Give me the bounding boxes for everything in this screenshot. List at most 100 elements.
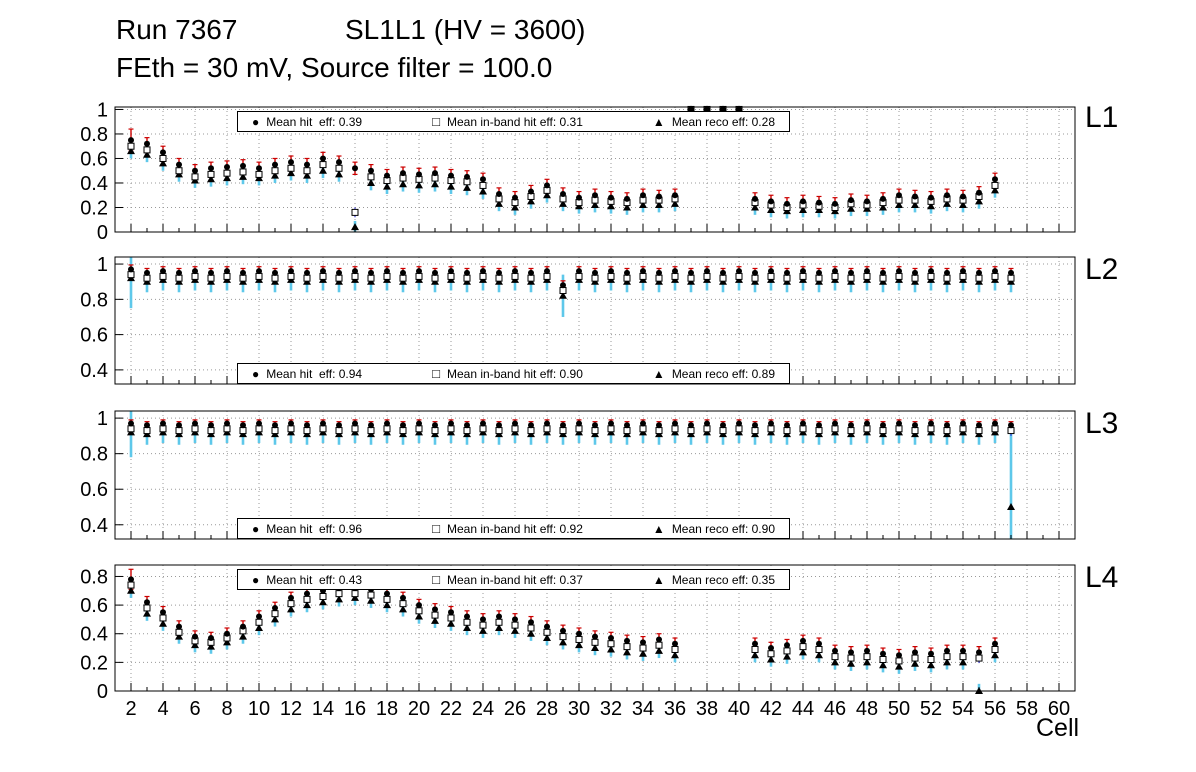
hit-circle-marker [720,106,726,113]
inband-square-marker [879,656,887,663]
inband-square-marker [207,170,215,178]
x-tick-label: 12 [280,698,302,720]
filled-circle-icon: ● [252,114,260,129]
hit-circle-marker [816,199,822,206]
reco-triangle-marker [591,644,599,652]
inband-square-marker [511,621,519,629]
hit-circle-marker [992,176,998,183]
hit-circle-marker [976,422,982,429]
reco-triangle-marker [575,641,583,649]
hit-circle-marker [160,420,166,427]
hit-circle-marker [592,269,598,276]
inband-square-marker [479,272,487,280]
inband-square-marker [287,272,295,280]
x-tick-label: 60 [1048,698,1070,720]
reco-triangle-marker [879,661,887,669]
inband-square-marker [159,614,167,622]
inband-square-marker [207,274,215,282]
reco-triangle-marker [847,204,855,212]
filled-triangle-icon: ▲ [652,521,665,536]
legend-reco-label: Mean reco eff: 0.35 [671,572,775,587]
reco-triangle-marker [671,199,679,207]
hit-circle-marker [512,616,518,623]
reco-triangle-marker [207,642,215,650]
hit-circle-marker [912,422,918,429]
inband-square-marker [623,427,631,435]
inband-square-marker [351,208,359,216]
hit-circle-marker [512,268,518,275]
hit-circle-marker [144,269,150,276]
hit-circle-marker [864,268,870,275]
reco-triangle-marker [511,626,519,634]
reco-triangle-marker [559,199,567,207]
error-bars [128,257,1014,317]
hit-circle-marker [208,422,214,429]
x-tick-label: 34 [632,698,654,720]
reco-triangle-marker [655,201,663,209]
hit-circle-marker [176,269,182,276]
reco-triangle-marker [847,659,855,667]
open-square-icon: □ [432,366,440,381]
y-tick-label: 0.6 [80,148,108,170]
inband-square-marker [303,595,311,603]
hit-circle-marker [400,422,406,429]
inband-square-marker [591,274,599,282]
inband-square-marker [255,425,263,433]
reco-triangle-marker [607,202,615,210]
reco-triangle-marker [447,619,455,627]
hit-circle-marker [384,172,390,179]
x-tick-label: 18 [376,698,398,720]
inband-square-marker [559,287,567,295]
hit-circle-marker [208,165,214,172]
inband-square-marker [319,272,327,280]
reco-triangle-marker [463,183,471,191]
legend-item-inband: □ Mean in-band hit eff: 0.92 [432,522,583,536]
reco-triangle-marker [159,619,167,627]
inband-square-marker [959,272,967,280]
y-tick-label: 0.6 [80,325,108,347]
hit-circle-marker [944,422,950,429]
hit-circle-marker [320,155,326,162]
hit-circle-marker [960,193,966,200]
inband-square-marker [607,425,615,433]
y-tick-label: 1 [97,99,108,121]
legend-item-inband: □ Mean in-band hit eff: 0.90 [432,367,583,381]
hit-circle-marker [688,269,694,276]
hit-circle-marker [528,269,534,276]
hit-circle-marker [528,619,534,626]
hit-circle-marker [544,182,550,189]
hit-circle-marker [432,606,438,613]
panel-label-l4: L4 [1085,561,1119,594]
hit-circle-marker [976,649,982,656]
hit-circle-marker [576,268,582,275]
inband-square-marker [415,607,423,615]
x-tick-label: 24 [472,698,494,720]
inband-square-marker [175,628,183,636]
inband-square-marker [127,425,135,433]
hit-circle-marker [272,604,278,611]
inband-square-marker [543,272,551,280]
reco-triangle-marker [831,658,839,666]
hit-circle-marker [480,268,486,275]
hit-circle-marker [256,420,262,427]
x-tick-label: 10 [248,698,270,720]
hit-circle-marker [768,420,774,427]
reco-triangle-marker [863,658,871,666]
hit-circle-marker [432,422,438,429]
hit-circle-marker [480,616,486,623]
inband-square-marker [639,425,647,433]
reco-triangle-marker [623,648,631,656]
inband-square-marker [815,274,823,282]
x-tick-label: 26 [504,698,526,720]
hit-circle-marker [496,269,502,276]
reco-triangle-marker [287,605,295,613]
inband-square-marker [671,645,679,653]
inband-square-marker [463,427,471,435]
reco-triangle-marker [543,191,551,199]
reco-triangle-marker [815,651,823,659]
inband-square-marker [655,641,663,649]
inband-square-marker [351,272,359,280]
hit-circle-marker [672,268,678,275]
hit-circle-marker [224,420,230,427]
hit-circle-marker [144,422,150,429]
